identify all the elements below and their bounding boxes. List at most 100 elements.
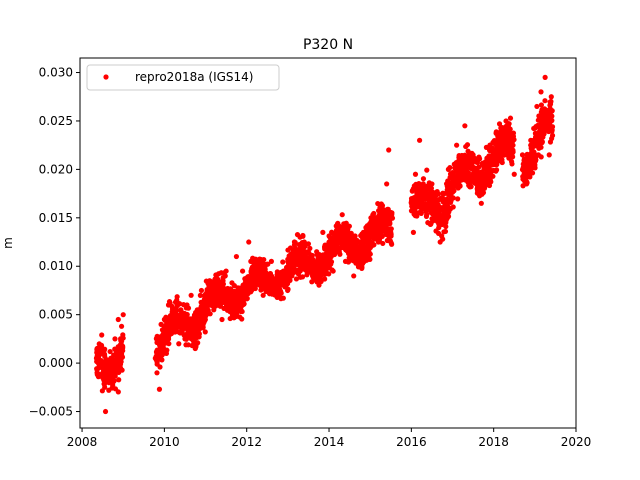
data-point <box>97 359 103 365</box>
data-point <box>522 174 528 180</box>
data-point <box>221 305 227 312</box>
data-point <box>532 141 538 147</box>
data-point <box>120 332 126 338</box>
data-point <box>188 292 194 298</box>
data-point <box>243 292 249 298</box>
data-point <box>342 258 349 264</box>
data-point <box>462 177 468 183</box>
data-point <box>342 221 349 227</box>
data-point <box>506 155 512 161</box>
data-point <box>278 281 284 287</box>
data-point <box>486 147 493 153</box>
data-point <box>549 127 555 133</box>
data-point <box>102 384 108 390</box>
chart-title: P320 N <box>303 37 353 53</box>
data-point <box>171 322 178 328</box>
data-point <box>183 342 189 348</box>
data-point <box>112 386 119 392</box>
data-point <box>239 316 245 322</box>
data-point <box>309 273 316 279</box>
legend-entry-repro2018a: repro2018a (IGS14) <box>135 70 253 84</box>
data-point <box>154 349 160 355</box>
data-point <box>186 316 192 323</box>
data-point <box>261 257 267 263</box>
data-point <box>417 184 423 191</box>
data-point <box>367 244 373 250</box>
data-point <box>280 259 286 265</box>
data-point <box>363 253 369 259</box>
data-point <box>173 306 179 312</box>
data-point <box>464 142 471 148</box>
data-point <box>309 252 315 259</box>
data-point <box>293 249 299 255</box>
data-point <box>264 273 270 279</box>
data-point <box>371 231 377 237</box>
data-point <box>321 268 327 275</box>
data-point <box>421 195 427 202</box>
data-point <box>235 302 241 308</box>
data-point <box>218 270 224 276</box>
data-point <box>313 277 319 284</box>
data-point <box>388 229 394 235</box>
data-point <box>116 377 122 383</box>
data-point <box>101 351 107 357</box>
data-point <box>227 315 233 322</box>
data-point <box>386 147 392 153</box>
data-point <box>108 363 114 369</box>
data-point <box>95 365 102 371</box>
data-point <box>305 258 312 264</box>
data-point <box>317 261 324 268</box>
data-point <box>200 318 206 324</box>
data-point <box>297 274 304 280</box>
data-point <box>233 313 239 320</box>
data-point <box>529 170 536 176</box>
data-point <box>465 158 471 164</box>
data-point <box>307 245 313 251</box>
data-point <box>372 235 378 241</box>
data-point <box>364 230 370 236</box>
data-point <box>423 213 430 219</box>
data-point <box>207 311 213 317</box>
data-point <box>285 247 291 253</box>
data-point <box>364 257 370 263</box>
data-point <box>286 253 292 259</box>
data-point <box>524 160 531 166</box>
data-point <box>316 282 322 288</box>
data-point <box>207 278 213 284</box>
data-point <box>379 224 385 231</box>
data-point <box>205 298 211 304</box>
data-point <box>449 181 456 187</box>
data-point <box>165 327 171 333</box>
data-point <box>272 278 279 284</box>
data-point <box>211 307 217 313</box>
x-tick-label: 2012 <box>231 435 262 449</box>
y-tick-label: 0.030 <box>39 66 73 80</box>
data-point <box>100 375 106 381</box>
data-point <box>528 142 534 148</box>
data-point <box>359 253 365 260</box>
data-point <box>161 316 167 323</box>
data-point <box>549 108 555 114</box>
data-point <box>387 238 393 244</box>
data-point <box>503 118 509 124</box>
data-point <box>524 181 530 187</box>
data-point <box>365 248 372 254</box>
data-point <box>107 348 113 355</box>
data-point <box>246 239 252 245</box>
data-point <box>191 331 197 337</box>
data-point <box>198 299 204 305</box>
data-point <box>414 210 421 216</box>
data-point <box>196 321 202 327</box>
data-point <box>389 210 395 216</box>
data-point <box>228 289 234 295</box>
data-point <box>204 288 210 295</box>
data-point <box>382 220 388 226</box>
data-point <box>531 151 537 157</box>
data-point <box>538 89 544 95</box>
data-point <box>104 370 110 376</box>
data-point <box>443 220 449 226</box>
data-point <box>249 264 256 270</box>
data-point <box>415 189 421 195</box>
data-point <box>186 321 192 327</box>
